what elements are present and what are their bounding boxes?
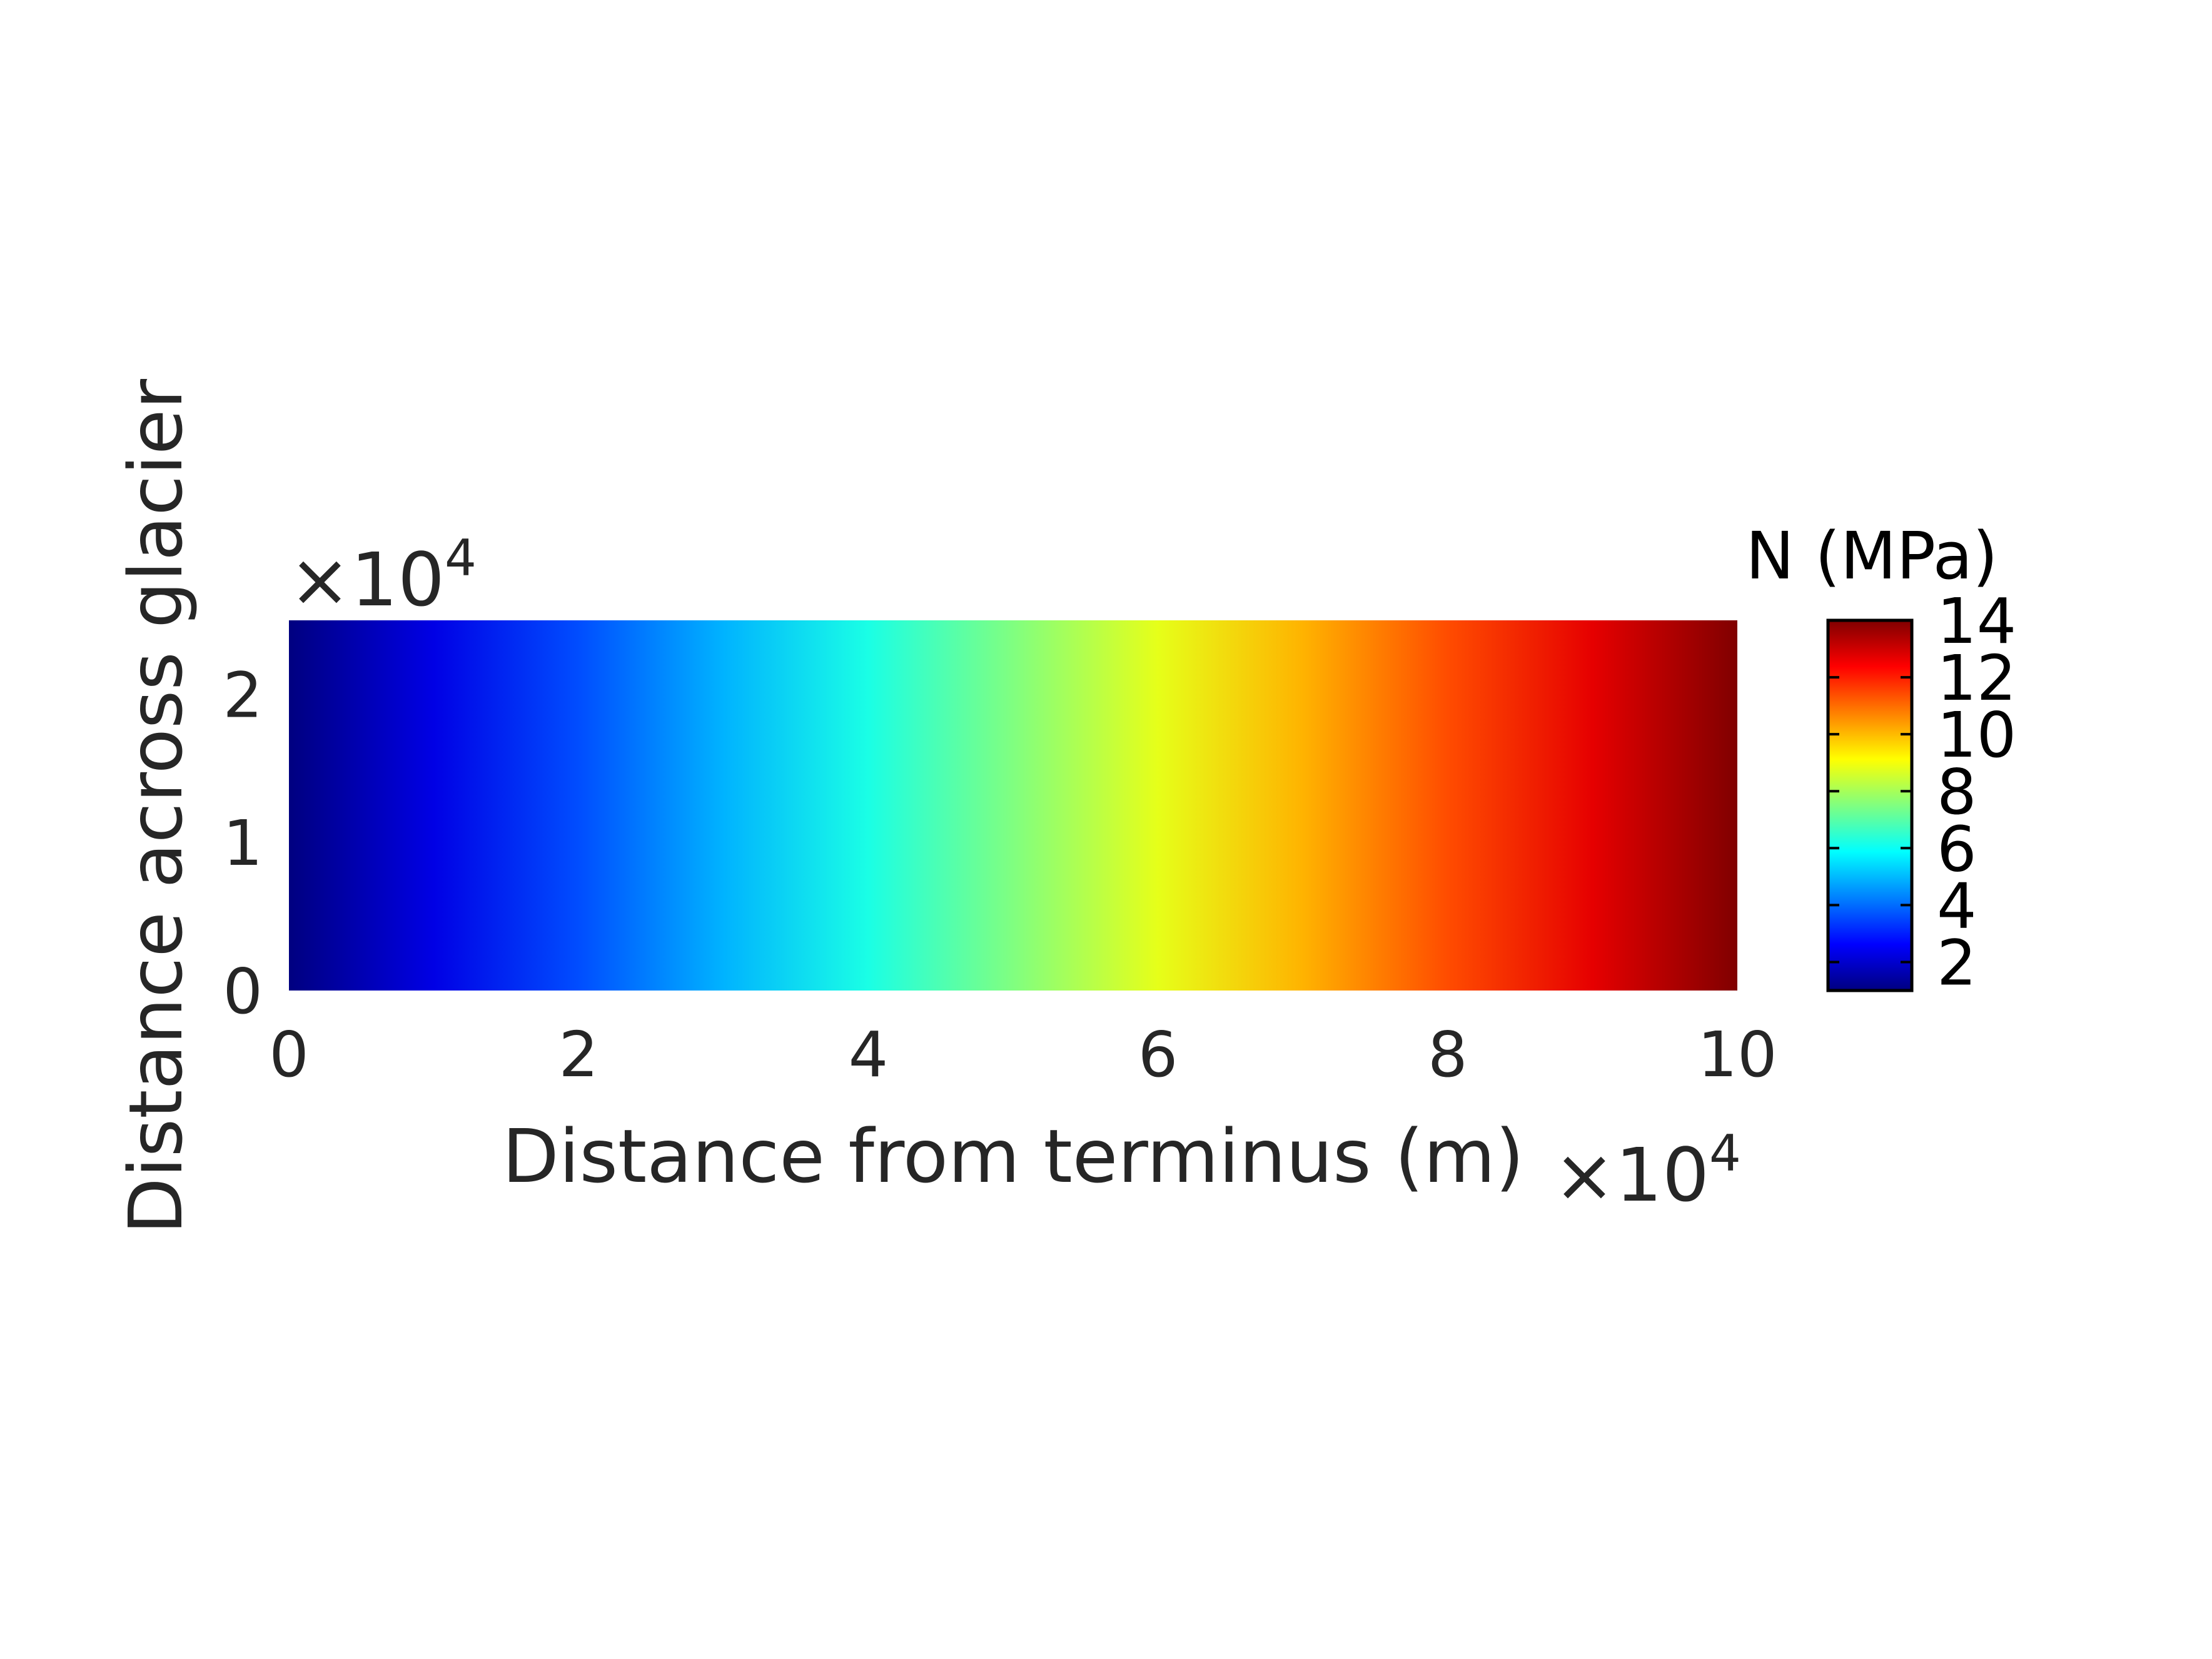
x-tick-label: 6 [1138, 1018, 1178, 1091]
x-tick-label: 0 [269, 1018, 309, 1091]
colorbar-tick-label: 12 [1937, 642, 2016, 715]
x-axis-multiplier: ×104 [1553, 1124, 1741, 1218]
y-tick-label: 1 [223, 807, 263, 880]
colorbar-tick-label: 14 [1937, 585, 2016, 658]
x-tick-label: 4 [849, 1018, 889, 1091]
x-axis-ticks: 0 2 4 6 8 10 [269, 1018, 1777, 1091]
x-tick-label: 10 [1697, 1018, 1777, 1091]
colorbar-tick-label: 4 [1937, 869, 1977, 942]
y-tick-label: 2 [223, 658, 263, 732]
x-tick-label: 8 [1428, 1018, 1468, 1091]
y-axis-multiplier: ×104 [289, 529, 477, 623]
y-axis-title: Distance across glacier [113, 379, 199, 1234]
colorbar-tick-label: 8 [1937, 755, 1977, 829]
x-tick-label: 2 [558, 1018, 598, 1091]
x-axis-title: Distance from terminus (m) [502, 1113, 1524, 1199]
colorbar-tick-label: 10 [1937, 698, 2016, 772]
heatmap-field [289, 620, 1737, 991]
colorbar-tick-label: 6 [1937, 812, 1977, 885]
colorbar-title: N (MPa) [1745, 518, 1998, 594]
y-axis-ticks: 0 1 2 [223, 658, 263, 1028]
y-tick-label: 0 [223, 955, 263, 1028]
colorbar-tick-label: 2 [1937, 926, 1977, 999]
colorbar [1826, 618, 1914, 992]
